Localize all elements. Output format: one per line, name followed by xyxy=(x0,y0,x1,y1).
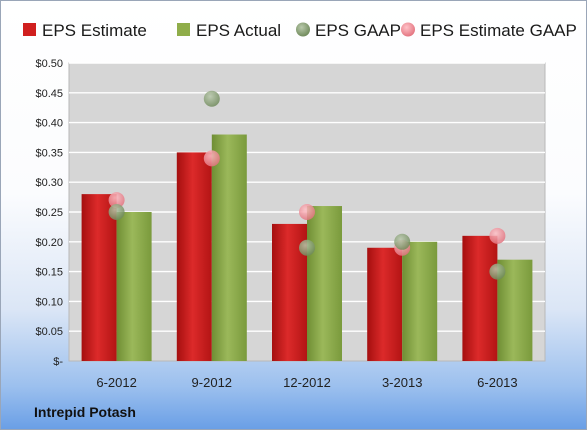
bars xyxy=(81,134,533,361)
legend-swatch xyxy=(296,22,310,37)
legend-label: EPS Actual xyxy=(196,21,281,40)
bar-eps-actual xyxy=(402,241,438,361)
y-tick-label: $0.50 xyxy=(35,58,63,70)
marker-eps-estimate-gaap xyxy=(489,227,506,244)
y-tick-label: $0.35 xyxy=(35,147,63,159)
legend-label: EPS Estimate GAAP xyxy=(420,21,577,40)
y-axis: $- $0.05 $0.10 $0.15 $0.20 $0.25 $0.30 $0.35 $0.… xyxy=(35,58,63,368)
y-tick-label: $0.05 xyxy=(35,326,63,338)
marker-eps-estimate-gaap xyxy=(203,150,220,167)
bar-eps-actual xyxy=(116,212,152,361)
y-tick-label: $0.40 xyxy=(35,118,63,130)
legend: EPS Estimate EPS Actual EPS GAAP EPS Estima… xyxy=(23,21,577,40)
y-tick-label: $0.15 xyxy=(35,267,63,279)
marker-eps-estimate-gaap xyxy=(108,192,125,209)
marker-eps-estimate-gaap xyxy=(299,204,315,220)
y-tick-label: $0.25 xyxy=(35,207,63,219)
legend-label: EPS GAAP xyxy=(315,21,401,40)
bar-eps-estimate xyxy=(176,152,212,361)
legend-item: EPS Estimate xyxy=(23,21,147,40)
marker-eps-gaap xyxy=(489,263,506,280)
legend-item: EPS GAAP xyxy=(296,21,401,40)
bar-eps-actual xyxy=(211,134,247,361)
bar-eps-estimate xyxy=(81,194,117,361)
legend-item: EPS Actual xyxy=(177,21,281,40)
x-tick-label: 6-2013 xyxy=(477,375,517,390)
y-tick-label: $0.30 xyxy=(35,177,63,189)
marker-eps-gaap xyxy=(108,204,125,220)
x-tick-label: 6-2012 xyxy=(96,375,136,390)
y-tick-label: $- xyxy=(53,356,63,368)
legend-item: EPS Estimate GAAP xyxy=(401,21,577,40)
marker-eps-gaap xyxy=(394,233,411,250)
legend-swatch xyxy=(177,23,190,36)
y-tick-label: $0.10 xyxy=(35,296,63,308)
y-tick-label: $0.45 xyxy=(35,88,63,100)
x-tick-label: 3-2013 xyxy=(382,375,422,390)
bar-eps-estimate xyxy=(462,235,498,361)
bar-eps-estimate xyxy=(367,247,403,361)
legend-swatch xyxy=(23,23,36,36)
x-tick-label: 9-2012 xyxy=(192,375,232,390)
x-axis: 6-2012 9-2012 12-2012 3-2013 6-2013 xyxy=(96,375,517,390)
markers xyxy=(108,90,506,280)
legend-label: EPS Estimate xyxy=(42,21,147,40)
company-label: Intrepid Potash xyxy=(34,404,136,420)
marker-eps-gaap xyxy=(299,239,315,256)
bar-eps-actual xyxy=(307,206,342,361)
marker-eps-gaap xyxy=(203,90,220,107)
x-tick-label: 12-2012 xyxy=(283,375,331,390)
y-tick-label: $0.20 xyxy=(35,237,63,249)
legend-swatch xyxy=(401,22,415,37)
